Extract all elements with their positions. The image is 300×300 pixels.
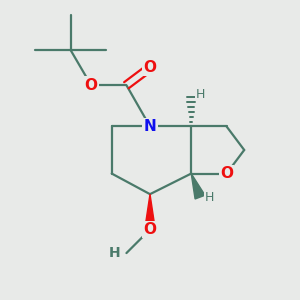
Text: O: O (143, 222, 157, 237)
Text: O: O (85, 78, 98, 93)
Text: O: O (143, 60, 157, 75)
Polygon shape (145, 194, 155, 230)
Text: H: H (205, 190, 214, 204)
Polygon shape (191, 174, 205, 199)
Text: H: H (109, 246, 121, 260)
Text: N: N (144, 119, 156, 134)
Text: H: H (196, 88, 205, 100)
Text: O: O (220, 166, 233, 181)
